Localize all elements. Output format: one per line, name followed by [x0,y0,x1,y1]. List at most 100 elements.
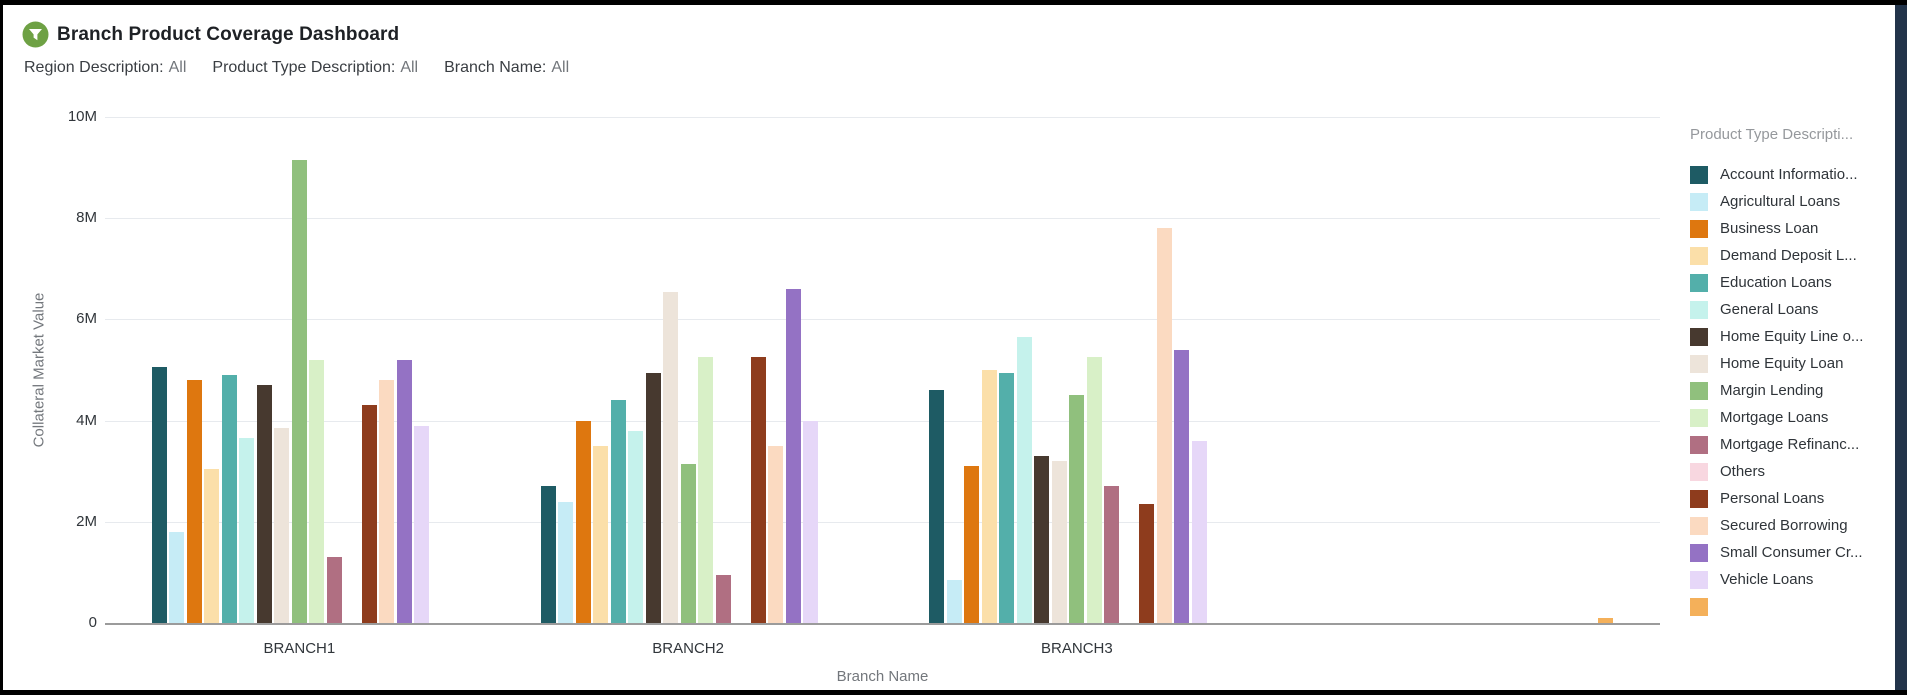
bar-margin-lending-branch1[interactable] [291,160,307,623]
bar-home-equity-line-o-branch2[interactable] [645,372,661,623]
filter-label: Product Type Description: [212,59,396,76]
bar-agricultural-loans-branch1[interactable] [169,531,185,623]
bar-mortgage-refinanc-branch1[interactable] [326,557,342,623]
bar-mortgage-refinanc-branch3[interactable] [1104,486,1120,623]
bar-vehicle-loans-branch2[interactable] [803,420,819,623]
bar-vehicle-loans-branch3[interactable] [1191,440,1207,623]
window-border-bottom [0,690,1907,695]
bar-small-consumer-cr-branch2[interactable] [785,289,801,623]
bar-home-equity-line-o-branch3[interactable] [1034,456,1050,623]
legend-item[interactable]: Mortgage Loans [1690,404,1890,431]
legend-label: Personal Loans [1720,490,1825,507]
bar-mortgage-refinanc-branch2[interactable] [715,574,731,623]
bar-demand-deposit-l-branch3[interactable] [981,370,997,623]
bar-account-informatio-branch2[interactable] [540,486,556,623]
legend-swatch [1690,381,1708,400]
bar-agricultural-loans-branch3[interactable] [946,579,962,623]
legend-swatch [1690,273,1708,292]
legend-swatch [1690,327,1708,346]
legend-label: Margin Lending [1720,382,1824,399]
y-tick-label: 4M [76,411,97,429]
bar-mortgage-loans-branch2[interactable] [698,357,714,623]
legend-item[interactable]: Education Loans [1690,269,1890,296]
bar-demand-deposit-l-branch2[interactable] [593,445,609,623]
bar-agricultural-loans-branch2[interactable] [558,501,574,623]
legend-item[interactable]: Personal Loans [1690,485,1890,512]
bar-education-loans-branch2[interactable] [610,400,626,623]
legend-item[interactable]: Home Equity Line o... [1690,323,1890,350]
bar-account-informatio-branch3[interactable] [929,390,945,623]
legend-item[interactable]: General Loans [1690,296,1890,323]
filter-value[interactable]: All [400,59,419,76]
bar-business-loan-branch1[interactable] [186,380,202,623]
bar-mortgage-loans-branch1[interactable] [309,359,325,623]
chart-legend: Product Type Descripti... Account Inform… [1690,126,1890,620]
bar-margin-lending-branch2[interactable] [680,463,696,623]
legend-item[interactable]: Secured Borrowing [1690,512,1890,539]
legend-label: Agricultural Loans [1720,193,1841,210]
legend-item[interactable]: Demand Deposit L... [1690,242,1890,269]
bar-general-loans-branch2[interactable] [628,430,644,623]
bar-unlabeled-blank[interactable] [1598,617,1614,623]
bar-account-informatio-branch1[interactable] [151,367,167,623]
legend-label: Business Loan [1720,220,1819,237]
bar-personal-loans-branch3[interactable] [1139,504,1155,623]
legend-swatch [1690,489,1708,508]
bar-personal-loans-branch1[interactable] [361,405,377,623]
legend-item[interactable]: Small Consumer Cr... [1690,539,1890,566]
y-tick-label: 2M [76,512,97,530]
filter-value[interactable]: All [168,59,187,76]
legend-item[interactable] [1690,593,1890,620]
legend-swatch [1690,516,1708,535]
legend-swatch [1690,435,1708,454]
bar-business-loan-branch3[interactable] [964,466,980,623]
y-tick-label: 10M [67,108,97,125]
legend-item[interactable]: Home Equity Loan [1690,350,1890,377]
legend-item[interactable]: Business Loan [1690,215,1890,242]
bar-home-equity-loan-branch2[interactable] [663,291,679,623]
y-tick-label: 0 [88,614,97,631]
bar-vehicle-loans-branch1[interactable] [414,425,430,623]
bar-mortgage-loans-branch3[interactable] [1086,357,1102,623]
bar-business-loan-branch2[interactable] [575,420,591,623]
bar-margin-lending-branch3[interactable] [1069,395,1085,623]
filter-region-description: Region Description: All [24,59,186,77]
bar-personal-loans-branch2[interactable] [750,357,766,623]
legend-item[interactable]: Agricultural Loans [1690,188,1890,215]
bar-general-loans-branch1[interactable] [239,438,255,623]
bar-chart: 0 2M 4M 6M 8M 10M BRANCH1 BRANCH2 BRANCH3 Branch … [31,108,1660,685]
legend-item[interactable]: Others [1690,458,1890,485]
legend-item[interactable]: Account Informatio... [1690,161,1890,188]
gridline [105,117,1660,118]
bar-secured-borrowing-branch2[interactable] [768,445,784,623]
bar-home-equity-loan-branch3[interactable] [1051,461,1067,623]
bar-home-equity-line-o-branch1[interactable] [256,385,272,623]
filter-bar: Region Description: All Product Type Desc… [24,59,569,77]
legend-swatch [1690,300,1708,319]
window-border-left [0,0,3,695]
bar-home-equity-loan-branch1[interactable] [274,428,290,623]
legend-item[interactable]: Mortgage Refinanc... [1690,431,1890,458]
legend-swatch [1690,246,1708,265]
legend-swatch [1690,570,1708,589]
bar-education-loans-branch3[interactable] [999,372,1015,623]
bar-secured-borrowing-branch1[interactable] [379,380,395,623]
legend-label: Education Loans [1720,274,1832,291]
y-tick-label: 6M [76,310,97,328]
legend-item[interactable]: Margin Lending [1690,377,1890,404]
legend-swatch [1690,597,1708,616]
filter-value[interactable]: All [551,59,570,76]
legend-items: Account Informatio... Agricultural Loans B… [1690,161,1890,620]
legend-label: Account Informatio... [1720,166,1858,183]
bar-demand-deposit-l-branch1[interactable] [204,468,220,623]
header: Branch Product Coverage Dashboard [22,21,399,48]
bar-small-consumer-cr-branch3[interactable] [1174,349,1190,623]
legend-item[interactable]: Vehicle Loans [1690,566,1890,593]
bar-general-loans-branch3[interactable] [1016,337,1032,623]
bar-secured-borrowing-branch3[interactable] [1156,228,1172,623]
bar-education-loans-branch1[interactable] [221,375,237,623]
legend-label: Secured Borrowing [1720,517,1848,534]
bar-small-consumer-cr-branch1[interactable] [396,359,412,623]
y-tick-label: 8M [76,209,97,227]
